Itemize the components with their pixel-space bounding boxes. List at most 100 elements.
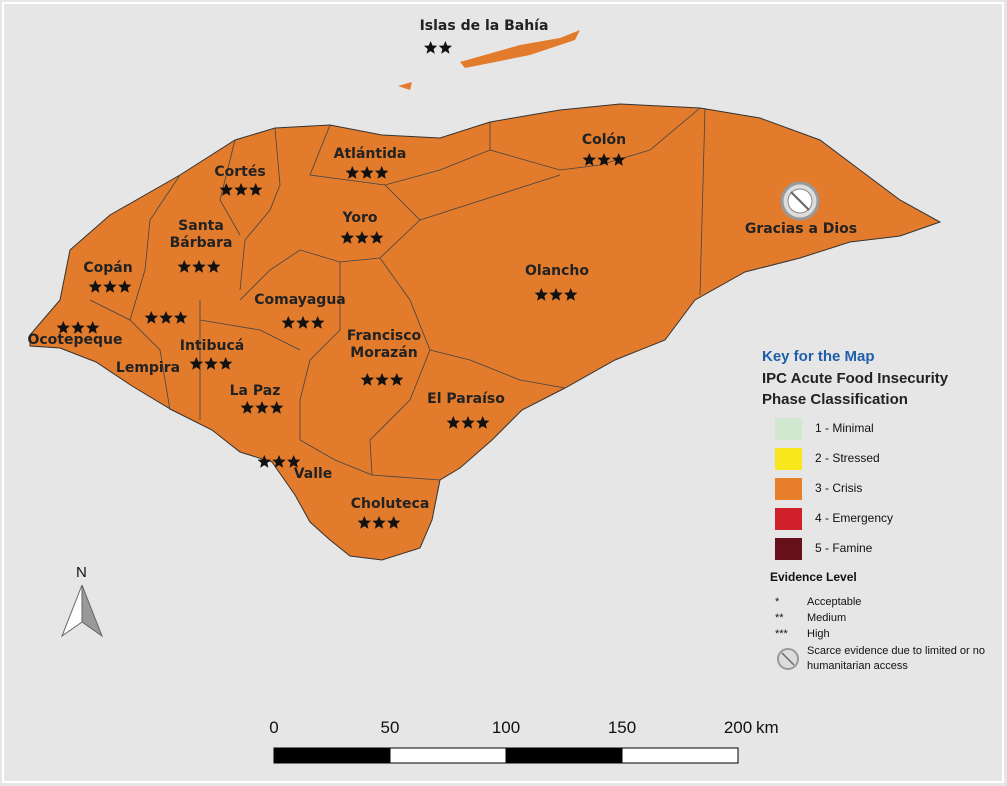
- evidence-title: Evidence Level: [770, 570, 857, 584]
- department-label: Santa Bárbara: [169, 218, 233, 251]
- evidence-stars: [177, 260, 221, 273]
- evidence-stars: [144, 311, 188, 324]
- star: [56, 321, 70, 334]
- icon-slash: [790, 191, 810, 211]
- phase-label: 2 - Stressed: [815, 451, 880, 465]
- star: [249, 183, 263, 196]
- star: [177, 260, 191, 273]
- department-label: Intibucá: [179, 338, 245, 354]
- star: [375, 166, 389, 179]
- scale-tick-label: 0: [269, 718, 279, 737]
- scale-tick-label: 200: [723, 718, 753, 737]
- star: [582, 153, 596, 166]
- department-label: Atlántida: [333, 146, 407, 162]
- evidence-stars: [219, 183, 263, 196]
- department-label: Valle: [293, 466, 333, 482]
- star: [219, 357, 233, 370]
- department-label: Colón: [581, 132, 627, 148]
- evidence-stars: [88, 280, 132, 293]
- star: [257, 455, 271, 468]
- evidence-stars: [360, 373, 404, 386]
- department-label: Ocotepeque: [27, 332, 123, 348]
- phase-swatch: [775, 448, 802, 470]
- star: [287, 455, 301, 468]
- star: [357, 516, 371, 529]
- island: [398, 82, 412, 90]
- scale-segment: [621, 747, 739, 764]
- phase-swatch: [775, 418, 802, 440]
- scale-unit: km: [756, 718, 779, 737]
- country-shape: [29, 103, 942, 561]
- department-label: Comayagua: [254, 292, 346, 308]
- evidence-label: Medium: [807, 612, 847, 624]
- evidence-stars: [534, 288, 578, 301]
- legend-title: Key for the Map: [762, 348, 875, 365]
- land: [29, 30, 942, 561]
- star: [438, 41, 452, 54]
- evidence-symbol: *: [775, 596, 780, 608]
- evidence-symbol: ***: [775, 628, 788, 640]
- scale-tick-label: 100: [491, 718, 521, 737]
- star: [345, 166, 359, 179]
- star: [88, 280, 102, 293]
- star: [372, 516, 386, 529]
- star: [234, 183, 248, 196]
- star: [355, 231, 369, 244]
- star: [370, 231, 384, 244]
- department-label: Choluteca: [350, 496, 430, 512]
- star: [255, 401, 269, 414]
- scale-segment: [505, 747, 623, 764]
- evidence-symbol: **: [775, 612, 784, 624]
- department-borders: [89, 107, 706, 481]
- evidence-stars: [281, 316, 325, 329]
- phase-swatch: [775, 508, 802, 530]
- department-label: Islas de la Bahía: [419, 18, 549, 34]
- star: [144, 311, 158, 324]
- evidence-stars: [257, 455, 301, 468]
- star: [174, 311, 188, 324]
- evidence-label: Acceptable: [807, 596, 862, 608]
- evidence-stars: [582, 153, 626, 166]
- scale-tick-label: 50: [380, 718, 400, 737]
- department-label: Francisco Morazán: [346, 328, 422, 361]
- star: [296, 316, 310, 329]
- star: [375, 373, 389, 386]
- star: [272, 455, 286, 468]
- star: [387, 516, 401, 529]
- star: [118, 280, 132, 293]
- star: [360, 166, 374, 179]
- evidence-stars: [446, 416, 490, 429]
- island: [460, 30, 580, 68]
- star: [219, 183, 233, 196]
- star: [192, 260, 206, 273]
- evidence-stars: [357, 516, 401, 529]
- star: [446, 416, 460, 429]
- phase-label: 4 - Emergency: [815, 511, 894, 525]
- star: [281, 316, 295, 329]
- north-arrow-right: [81, 584, 104, 638]
- scarce-legend-slash: [781, 652, 795, 666]
- star: [534, 288, 548, 301]
- star: [207, 260, 221, 273]
- department-label: Copán: [83, 260, 133, 276]
- phase-label: 5 - Famine: [815, 541, 873, 555]
- star: [340, 231, 354, 244]
- star: [597, 153, 611, 166]
- scale-tick-label: 150: [607, 718, 637, 737]
- star: [390, 373, 404, 386]
- star: [549, 288, 563, 301]
- star: [159, 311, 173, 324]
- evidence-stars: [345, 166, 389, 179]
- evidence-label: High: [807, 628, 830, 640]
- scarce-label: Scarce evidence due to limited or no hum…: [807, 645, 985, 672]
- department-label: Gracias a Dios: [744, 221, 858, 237]
- star: [86, 321, 100, 334]
- star: [612, 153, 626, 166]
- star: [204, 357, 218, 370]
- scale-segment: [273, 747, 391, 764]
- department-label: Cortés: [214, 164, 266, 180]
- star: [476, 416, 490, 429]
